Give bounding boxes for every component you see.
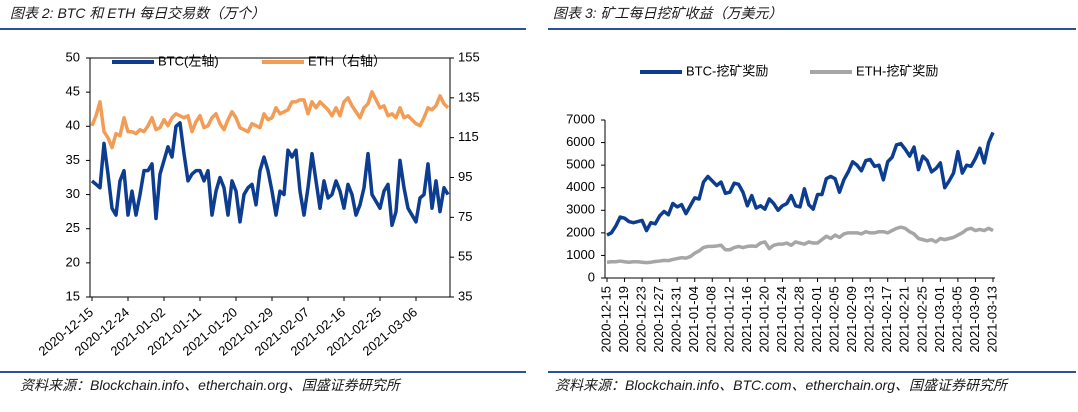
x-tick-label: 2021-03-09 bbox=[967, 286, 982, 353]
x-tick-label: 2021-02-21 bbox=[897, 286, 912, 353]
y-tick-label: 5000 bbox=[566, 157, 595, 172]
x-tick-label: 2021-01-12 bbox=[721, 286, 736, 353]
y-tick-label: 35 bbox=[66, 152, 80, 167]
x-tick-label: 2021-02-09 bbox=[844, 286, 859, 353]
x-tick-label: 2021-03-13 bbox=[984, 286, 999, 353]
y-tick-label: 4000 bbox=[566, 179, 595, 194]
x-tick-label: 2021-03-01 bbox=[932, 286, 947, 353]
y2-tick-label: 135 bbox=[458, 89, 480, 104]
y-tick-label: 15 bbox=[66, 288, 80, 303]
x-tick-label: 2021-02-25 bbox=[914, 286, 929, 353]
title-rule bbox=[0, 28, 526, 30]
y2-tick-label: 155 bbox=[458, 49, 480, 64]
x-tick-label: 2021-02-17 bbox=[879, 286, 894, 353]
title-rule bbox=[548, 28, 1076, 30]
y-tick-label: 25 bbox=[66, 220, 80, 235]
y2-tick-label: 115 bbox=[458, 129, 479, 144]
y-tick-label: 7000 bbox=[566, 111, 595, 126]
x-tick-label: 2021-01-04 bbox=[686, 286, 701, 353]
x-tick-label: 2021-03-05 bbox=[949, 286, 964, 353]
y-tick-label: 3000 bbox=[566, 202, 595, 217]
series-line bbox=[90, 90, 450, 150]
y2-tick-label: 35 bbox=[458, 288, 472, 303]
y-tick-label: 40 bbox=[66, 118, 80, 133]
source-rule bbox=[0, 371, 526, 373]
y-tick-label: 2000 bbox=[566, 224, 595, 239]
x-tick-label: 2020-12-31 bbox=[669, 286, 684, 353]
source-note: 资料来源：Blockchain.info、etherchain.org、国盛证券… bbox=[20, 377, 400, 393]
x-tick-label: 2021-01-20 bbox=[756, 286, 771, 353]
y-tick-label: 1000 bbox=[566, 247, 595, 262]
chart-title: 图表 2: BTC 和 ETH 每日交易数（万个） bbox=[10, 5, 266, 21]
x-tick-label: 2021-02-01 bbox=[809, 286, 824, 353]
x-tick-label: 2021-02-05 bbox=[827, 286, 842, 353]
x-tick-label: 2021-01-08 bbox=[704, 286, 719, 353]
x-tick-label: 2020-12-23 bbox=[634, 286, 649, 353]
y-tick-label: 50 bbox=[66, 49, 80, 64]
series-line bbox=[606, 225, 994, 265]
legend-label: ETH（右轴） bbox=[308, 53, 386, 68]
charts: 15 20 25 30 35 40 45 50 35 55 75 95 115 135 155 2020-12… bbox=[36, 49, 1000, 358]
x-tick-label: 2020-12-15 bbox=[598, 286, 613, 353]
series-line bbox=[90, 121, 450, 228]
chart-title: 图表 3: 矿工每日挖矿收益（万美元） bbox=[553, 5, 783, 21]
y-tick-label: 6000 bbox=[566, 134, 595, 149]
series-line bbox=[606, 131, 995, 237]
x-tick-label: 2021-01-24 bbox=[774, 286, 789, 353]
x-tick-label: 2020-12-27 bbox=[651, 286, 666, 353]
x-tick-label: 2021-02-13 bbox=[862, 286, 877, 353]
y-tick-label: 30 bbox=[66, 186, 80, 201]
legend-label: BTC-挖矿奖励 bbox=[686, 63, 768, 78]
x-tick-label: 2021-01-28 bbox=[791, 286, 806, 353]
y-tick-label: 45 bbox=[66, 84, 80, 99]
legend-label: ETH-挖矿奖励 bbox=[856, 63, 938, 78]
y2-tick-label: 55 bbox=[458, 249, 472, 264]
legend-label: BTC(左轴) bbox=[158, 53, 219, 68]
y-tick-label: 0 bbox=[588, 269, 595, 284]
x-tick-label: 2020-12-19 bbox=[616, 286, 631, 353]
source-note: 资料来源：Blockchain.info、BTC.com、etherchain.… bbox=[555, 377, 1008, 393]
x-tick-label: 2021-01-16 bbox=[739, 286, 754, 353]
y2-tick-label: 75 bbox=[458, 209, 472, 224]
y-tick-label: 20 bbox=[66, 254, 80, 269]
y2-tick-label: 95 bbox=[458, 169, 472, 184]
source-rule bbox=[548, 371, 1076, 373]
